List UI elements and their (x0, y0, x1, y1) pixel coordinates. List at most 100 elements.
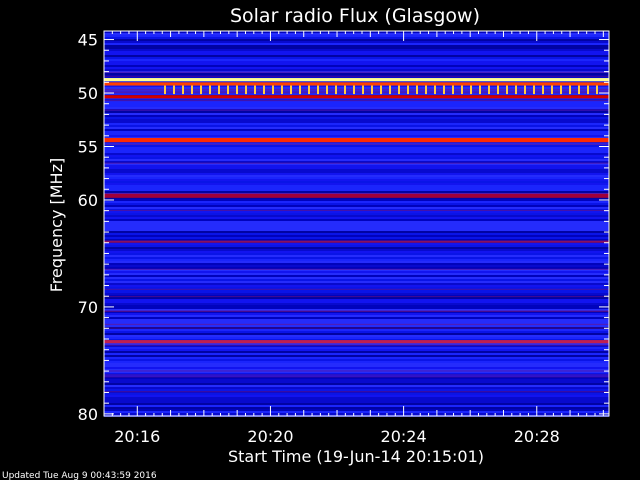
frequency-row (104, 357, 609, 359)
spike-mark (173, 85, 175, 95)
frequency-row (104, 313, 609, 315)
frequency-row (104, 267, 609, 269)
frequency-row (104, 211, 609, 213)
frequency-row (104, 67, 609, 69)
frequency-row (104, 255, 609, 257)
frequency-row (104, 87, 609, 89)
frequency-row (104, 157, 609, 159)
frequency-row (104, 335, 609, 337)
frequency-row (104, 175, 609, 177)
frequency-row (104, 105, 609, 107)
y-tick-label: 45 (78, 31, 98, 50)
spike-mark (317, 85, 319, 95)
frequency-row (104, 191, 609, 193)
frequency-row (104, 245, 609, 247)
spike-mark (299, 85, 301, 95)
frequency-row (104, 93, 609, 95)
frequency-row (104, 279, 609, 281)
frequency-row (104, 275, 609, 277)
frequency-row (104, 37, 609, 39)
frequency-row (104, 337, 609, 339)
spike-mark (308, 85, 310, 95)
frequency-row (104, 303, 609, 305)
spike-mark (416, 85, 418, 95)
frequency-row (104, 145, 609, 147)
frequency-row (104, 387, 609, 389)
frequency-row (104, 55, 609, 57)
frequency-row (104, 395, 609, 397)
frequency-row (104, 121, 609, 123)
y-tick-label: 60 (78, 191, 98, 210)
frequency-row (104, 159, 609, 161)
frequency-row (104, 53, 609, 55)
frequency-row (104, 227, 609, 229)
frequency-row (104, 399, 609, 401)
frequency-row (104, 203, 609, 205)
frequency-row (104, 413, 609, 415)
frequency-row (104, 215, 609, 217)
interference-line (104, 209, 609, 211)
frequency-row (104, 325, 609, 327)
frequency-row (104, 33, 609, 35)
frequency-row (104, 169, 609, 171)
frequency-row (104, 351, 609, 353)
frequency-row (104, 185, 609, 187)
frequency-row (104, 389, 609, 391)
frequency-row (104, 99, 609, 101)
frequency-row (104, 171, 609, 173)
frequency-row (104, 297, 609, 299)
frequency-row (104, 225, 609, 227)
frequency-row (104, 151, 609, 153)
frequency-row (104, 63, 609, 65)
frequency-row (104, 349, 609, 351)
frequency-row (104, 217, 609, 219)
interference-line (104, 323, 609, 325)
frequency-row (104, 39, 609, 41)
frequency-row (104, 235, 609, 237)
frequency-row (104, 259, 609, 261)
x-tick-label: 20:20 (247, 427, 293, 446)
chart-title: Solar radio Flux (Glasgow) (230, 5, 480, 27)
frequency-row (104, 301, 609, 303)
frequency-row (104, 213, 609, 215)
spike-mark (245, 85, 247, 95)
frequency-row (104, 163, 609, 165)
interference-line (104, 296, 609, 298)
frequency-row (104, 319, 609, 321)
spike-mark (182, 85, 184, 95)
spike-mark (191, 85, 193, 95)
frequency-row (104, 115, 609, 117)
frequency-row (104, 129, 609, 131)
spike-mark (479, 85, 481, 95)
frequency-row (104, 165, 609, 167)
frequency-row (104, 179, 609, 181)
frequency-row (104, 119, 609, 121)
y-axis-label: Frequency [MHz] (47, 158, 66, 292)
frequency-row (104, 253, 609, 255)
x-tick-label: 20:28 (514, 427, 560, 446)
spike-mark (470, 85, 472, 95)
frequency-row (104, 237, 609, 239)
frequency-row (104, 315, 609, 317)
spike-mark (542, 85, 544, 95)
spike-mark (263, 85, 265, 95)
frequency-row (104, 177, 609, 179)
frequency-row (104, 377, 609, 379)
frequency-row (104, 201, 609, 203)
frequency-row (104, 197, 609, 199)
spike-mark (272, 85, 274, 95)
spike-mark (164, 85, 166, 95)
spike-mark (587, 85, 589, 95)
spike-mark (218, 85, 220, 95)
plot-frame (103, 30, 610, 417)
frequency-row (104, 205, 609, 207)
frequency-row (104, 69, 609, 71)
spike-mark (236, 85, 238, 95)
frequency-row (104, 273, 609, 275)
frequency-row (104, 345, 609, 347)
frequency-row (104, 373, 609, 375)
frequency-row (104, 393, 609, 395)
frequency-row (104, 263, 609, 265)
frequency-row (104, 317, 609, 319)
